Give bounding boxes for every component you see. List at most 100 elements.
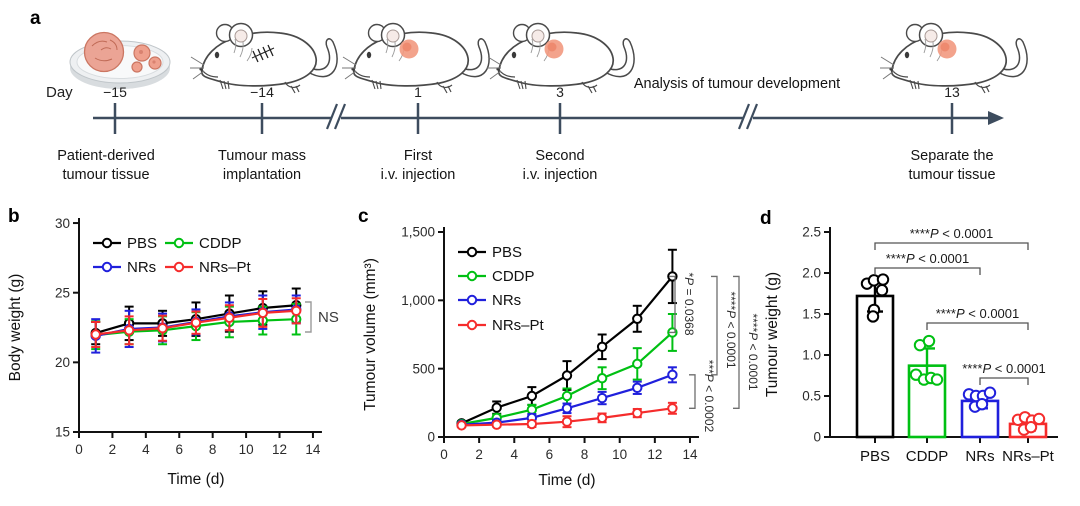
data-point [561, 390, 573, 402]
x-tick-label: 10 [612, 447, 627, 462]
data-point [224, 312, 235, 323]
scatter-point [930, 373, 944, 386]
significance-label: ****P < 0.0001 [746, 313, 760, 390]
mouse-with-tumour-icon [879, 22, 1028, 94]
significance-label: *P = 0.0368 [682, 272, 696, 335]
data-point [123, 325, 135, 336]
significance-bracket: ****P < 0.0001 [926, 306, 1029, 330]
tumour-weight-chart: 0 0.5 1.0 1.5 2.0 2.5 Tumour weight (g) PBS CDDP… [764, 225, 1058, 465]
x-tick-label: 8 [581, 447, 589, 462]
x-tick-label: 0 [440, 447, 448, 462]
scatter-point [875, 284, 889, 297]
significance-bracket: ****P < 0.0001 [733, 275, 760, 409]
significance-bracket: ****P < 0.0001 [874, 251, 981, 275]
timeline-day-1: 1 [414, 84, 422, 100]
y-tick-label: 15 [55, 425, 70, 440]
data-point [632, 313, 643, 324]
scatter-point [983, 386, 997, 399]
bar-NRs [960, 386, 1000, 439]
legend-label: PBS [127, 235, 157, 252]
data-point [291, 305, 302, 317]
scatter-point [922, 334, 936, 348]
y-tick-label: 0 [813, 430, 821, 445]
panel-label-a: a [30, 8, 41, 29]
petri-dish-icon [69, 31, 171, 89]
timeline-day-3: 3 [556, 84, 564, 100]
legend-marker-icon [466, 319, 478, 331]
timeline-analysis-text: Analysis of tumour development [633, 76, 841, 92]
legend-label: NRs–Pt [199, 259, 252, 276]
scatter-point [876, 273, 890, 286]
panel-a-illustration [69, 22, 1028, 134]
timeline-caption-patient-derived: Patient-derived tumour tissue [57, 148, 155, 183]
significance-bracket: *P = 0.0368 [669, 272, 696, 336]
timeline-caption-implantation: Tumour mass implantation [217, 148, 307, 183]
legend: PBS CDDP NRs NRs–Pt [93, 235, 252, 276]
bar-NRs–Pt [1008, 411, 1048, 439]
data-point [526, 390, 538, 402]
data-point [90, 329, 101, 340]
data-point [632, 407, 643, 419]
x-tick-label: 0 [75, 442, 83, 457]
data-point [596, 341, 608, 352]
legend-marker-icon [101, 261, 113, 273]
legend-marker-icon [466, 246, 478, 258]
scatter-point [866, 310, 880, 323]
axes: 0 500 1,000 1,500 0 2 4 6 8 10 12 14 Time (d) Tumour … [362, 225, 699, 489]
data-point [491, 419, 502, 430]
y-tick-label: 20 [55, 355, 70, 370]
legend-label: NRs–Pt [492, 317, 545, 334]
x-tick-label: 14 [682, 447, 698, 462]
legend-marker-icon [466, 294, 478, 306]
data-point [561, 416, 573, 427]
legend: PBS CDDP NRs NRs–Pt [458, 244, 545, 334]
series-NRs–Pt [456, 401, 678, 431]
significance-label: ****P < 0.0001 [886, 251, 970, 266]
x-tick-label: 10 [239, 442, 254, 457]
x-tick-label: 6 [176, 442, 184, 457]
data-point [526, 418, 538, 430]
legend-label: CDDP [492, 268, 535, 285]
legend-marker-icon [101, 237, 113, 249]
legend-label: NRs [127, 259, 156, 276]
timeline-break-icon [325, 103, 347, 130]
timeline-day-label: Day [46, 84, 73, 101]
data-point [596, 412, 608, 424]
data-point [596, 392, 608, 404]
x-tick-label: 6 [546, 447, 554, 462]
x-tick-label: 12 [272, 442, 287, 457]
significance-bracket: ****P < 0.0001 [874, 226, 1029, 250]
y-axis-title: Tumour volume (mm³) [362, 258, 379, 411]
timeline-arrowhead [988, 111, 1004, 125]
y-tick-label: 2.0 [802, 266, 821, 281]
significance-bracket: ****P < 0.0001 [962, 361, 1046, 385]
bar-CDDP [907, 334, 947, 439]
data-point [157, 323, 168, 334]
data-point [596, 373, 608, 384]
body-weight-chart: 15 20 25 30 0 2 4 6 8 10 12 14 Time (d) Body weight (… [7, 216, 339, 488]
y-tick-label: 0.5 [802, 389, 821, 404]
data-point [632, 382, 643, 393]
timeline-caption-first-injection: First i.v. injection [380, 148, 456, 183]
panel-label-b: b [8, 206, 20, 227]
significance-label: ****P < 0.0001 [962, 361, 1046, 376]
data-point [561, 403, 573, 414]
y-tick-label: 1.0 [802, 348, 821, 363]
x-axis-title: Time (d) [538, 472, 595, 489]
significance-label: ****P < 0.0001 [936, 306, 1020, 321]
data-point [456, 420, 467, 431]
data-point [667, 369, 678, 381]
category-label: CDDP [906, 448, 949, 465]
timeline-day-minus15: −15 [103, 84, 127, 100]
legend-marker-icon [466, 270, 478, 282]
y-tick-label: 1,000 [401, 293, 435, 308]
timeline-day-minus14: −14 [250, 84, 274, 100]
scatter-point [1024, 420, 1038, 434]
data-point [190, 317, 202, 328]
data-point [632, 358, 643, 370]
y-tick-label: 25 [55, 285, 70, 300]
data-point [526, 404, 538, 415]
x-tick-label: 14 [305, 442, 321, 457]
mouse-with-tumour-icon [341, 22, 490, 94]
scatter-point [975, 398, 989, 411]
